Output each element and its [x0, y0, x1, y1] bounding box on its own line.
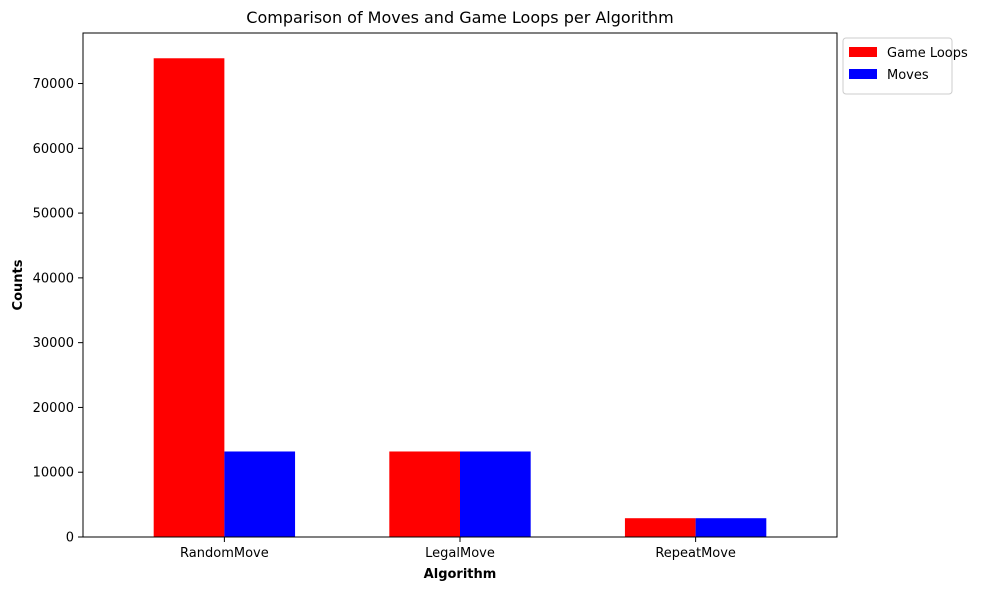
bar-game-loops-repeatmove	[624, 518, 696, 537]
y-tick-label: 10000	[33, 466, 74, 481]
legend-swatch	[849, 47, 877, 57]
y-tick-label: 50000	[33, 207, 74, 222]
y-axis: 0 10000 20000 30000 40000 50000 60000 70000	[33, 77, 83, 546]
y-axis-title: Counts	[11, 259, 26, 310]
legend-label: Game Loops	[887, 46, 968, 61]
legend-label: Moves	[887, 68, 929, 83]
bar-game-loops-legalmove	[389, 451, 460, 537]
x-tick-label: RandomMove	[180, 546, 269, 561]
x-axis: RandomMove LegalMove RepeatMove	[180, 537, 736, 561]
legend-swatch	[849, 69, 877, 79]
y-tick-label: 70000	[33, 77, 74, 92]
y-tick-label: 40000	[33, 271, 74, 286]
y-tick-label: 20000	[33, 401, 74, 416]
y-tick-label: 30000	[33, 336, 74, 351]
y-tick-label: 0	[66, 531, 74, 546]
bar-moves-legalmove	[460, 451, 531, 537]
bar-moves-randommove	[224, 451, 296, 537]
chart-title: Comparison of Moves and Game Loops per A…	[246, 8, 673, 27]
x-axis-title: Algorithm	[424, 567, 497, 582]
bar-moves-repeatmove	[695, 518, 767, 537]
legend: Game Loops Moves	[842, 37, 968, 95]
plot-frame	[82, 32, 838, 538]
bar-game-loops-randommove	[153, 58, 225, 538]
x-tick-label: RepeatMove	[655, 546, 736, 561]
y-tick-label: 60000	[33, 142, 74, 157]
bars-layer	[153, 58, 767, 538]
x-tick-label: LegalMove	[425, 546, 495, 561]
